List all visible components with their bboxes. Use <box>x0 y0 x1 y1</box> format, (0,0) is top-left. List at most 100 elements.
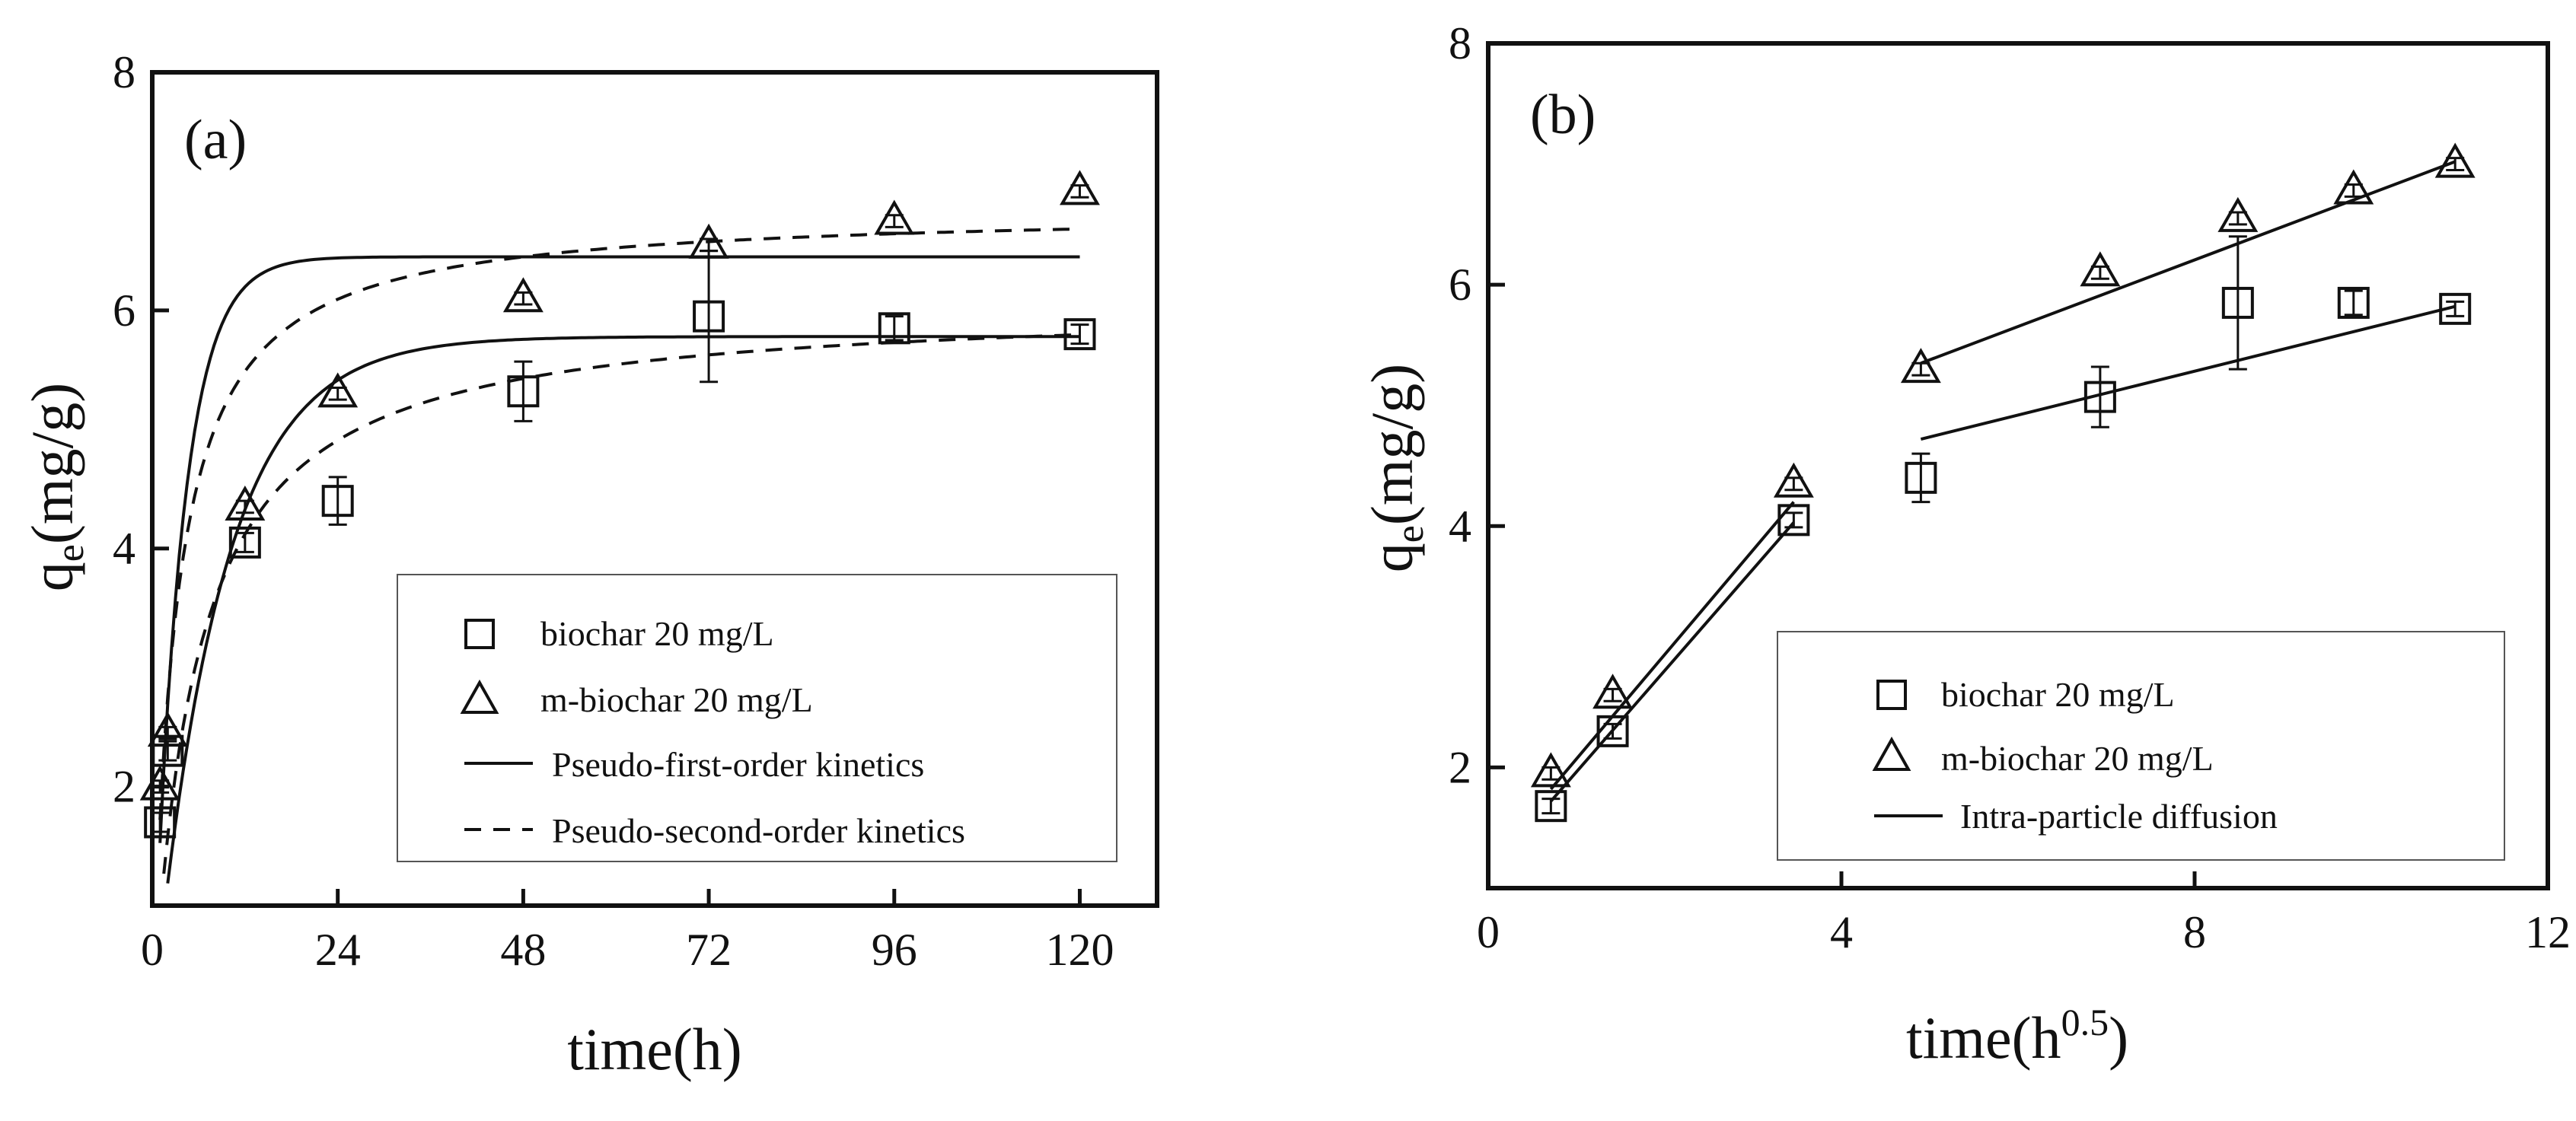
panel-a-point-m-biochar <box>1060 170 1100 205</box>
svg-text:qe(mg/g): qe(mg/g) <box>1359 364 1432 572</box>
panel-a-point-biochar <box>1063 318 1096 351</box>
panel-b-fit-line-curve <box>1549 521 1795 803</box>
panel-b-ticks: 0 4 8 12 2 4 6 8 <box>1449 18 2571 957</box>
panel-b-y-tick-label: 8 <box>1449 18 1471 68</box>
panel-a-legend-item-m-biochar: m-biochar 20 mg/L <box>540 680 813 719</box>
panel-b-y-axis-label: qe(mg/g) <box>1359 364 1432 572</box>
panel-b-error-bar <box>2344 289 2363 317</box>
panel-a-x-tick-label: 48 <box>500 925 546 975</box>
panel-a-fit-curves <box>158 227 1080 884</box>
panel-a-legend-item-biochar: biochar 20 mg/L <box>540 614 774 653</box>
panel-a-y-tick-label: 2 <box>113 762 135 812</box>
panel-a-fit-pfo-curve <box>158 255 1080 843</box>
panel-a-x-tick-label: 96 <box>872 925 917 975</box>
panel-a-x-tick-label: 120 <box>1045 925 1114 975</box>
panel-b-y-label-unit: (mg/g) <box>1359 364 1425 525</box>
panel-b-legend-triangle-icon <box>1872 736 1911 771</box>
panel-a-point-m-biochar <box>147 712 188 747</box>
panel-a-point-m-biochar <box>317 372 359 408</box>
panel-b-error-bar <box>2228 235 2247 371</box>
panel-b-fit-line-curve <box>1920 160 2456 365</box>
panel-a-point-m-biochar <box>874 199 915 235</box>
panel-b-point-biochar <box>1596 715 1629 747</box>
panel-b-error-bar <box>2446 300 2465 317</box>
panel-a-x-tick-label: 24 <box>315 925 361 975</box>
panel-a-legend-box <box>397 574 1117 862</box>
panel-a-error-bar <box>1070 323 1089 346</box>
panel-b-y-tick-label: 4 <box>1449 501 1471 551</box>
panel-a-point-m-biochar <box>688 223 729 259</box>
panel-a-x-tick-label: 72 <box>686 925 732 975</box>
panel-a-y-tick-label: 8 <box>113 47 135 97</box>
panel-a-legend-item-pso: Pseudo-second-order kinetics <box>552 811 965 850</box>
panel-a-point-biochar <box>507 375 540 408</box>
panel-a-y-label-q: q <box>19 562 85 591</box>
panel-a-fit-pso-curve <box>158 227 1080 820</box>
panel-b-point-biochar <box>2083 381 2116 413</box>
panel-a-data-points <box>139 170 1100 839</box>
panel-a-error-bar <box>151 811 170 833</box>
panel-b-error-bar <box>1784 511 1803 529</box>
panel-a-label: (a) <box>184 109 247 171</box>
panel-a-y-axis-label: qe(mg/g) <box>19 383 92 591</box>
panel-b-point-m-biochar <box>2080 251 2121 287</box>
panel-b-x-label-end: ) <box>2109 1005 2128 1071</box>
panel-b-label: (b) <box>1530 84 1596 146</box>
panel-b-frame <box>1486 41 2550 890</box>
panel-a-point-m-biochar <box>225 485 266 521</box>
panel-b-point-m-biochar <box>2434 142 2476 178</box>
panel-b-point-biochar <box>1535 790 1567 823</box>
panel-b-fit-line-curve <box>1549 501 1795 791</box>
panel-a-fit-pso-curve <box>162 333 1080 874</box>
panel-a-point-m-biochar <box>139 765 180 801</box>
panel-a-error-bar <box>885 315 904 342</box>
panel-b-x-label-sup: 0.5 <box>2061 1001 2109 1043</box>
panel-a-point-biochar <box>321 485 354 518</box>
panel-b-point-biochar <box>2337 286 2370 319</box>
panel-b-y-tick-label: 6 <box>1449 260 1471 310</box>
panel-b-x-axis-label: time(h0.5) <box>1906 1001 2128 1071</box>
panel-b-legend-item-m-biochar: m-biochar 20 mg/L <box>1941 739 2214 778</box>
panel-a-error-bar <box>700 250 719 384</box>
panel-b-legend-square-icon <box>1876 680 1907 710</box>
panel-b-error-bar <box>1541 798 1561 815</box>
panel-b-point-m-biochar <box>1530 752 1571 788</box>
panel-a-legend-item-pfo: Pseudo-first-order kinetics <box>552 745 924 784</box>
panel-a-y-tick-label: 4 <box>113 524 135 574</box>
panel-b-point-biochar <box>1777 504 1810 537</box>
panel-b-legend-item-ipd: Intra-particle diffusion <box>1960 797 2278 836</box>
panel-b-point-m-biochar <box>1773 462 1814 498</box>
panel-a-point-biochar <box>228 526 261 559</box>
panel-b-error-bar <box>1603 722 1622 740</box>
panel-b-fit-line-curve <box>1920 304 2456 441</box>
panel-b-error-bar <box>1911 452 1930 504</box>
panel-b-x-label-main: time(h <box>1906 1005 2061 1071</box>
panel-b-point-biochar <box>2439 292 2472 325</box>
panel-b-y-label-sub: e <box>1388 525 1432 543</box>
panel-b-point-m-biochar <box>1592 674 1634 709</box>
panel-a-point-biochar <box>144 806 177 839</box>
panel-b-x-tick-label: 8 <box>2183 907 2206 957</box>
panel-b-legend: biochar 20 mg/L m-biochar 20 mg/L Intra-… <box>1777 631 2505 861</box>
panel-b-point-m-biochar <box>2333 169 2374 205</box>
panel-a-legend: biochar 20 mg/L m-biochar 20 mg/L Pseudo… <box>397 574 1117 862</box>
panel-a-frame <box>150 70 1159 908</box>
panel-a-point-m-biochar <box>502 277 544 313</box>
panel-a-error-bar <box>514 360 533 422</box>
panel-a-y-label-sub: e <box>49 544 92 562</box>
panel-a-fit-pfo-curve <box>166 335 1080 884</box>
panel-b-x-tick-label: 0 <box>1477 907 1500 957</box>
panel-b-point-biochar <box>2221 286 2254 319</box>
panel-a-y-tick-label: 6 <box>113 285 135 336</box>
panel-a-point-biochar <box>693 300 725 333</box>
panel-a-y-label-unit: (mg/g) <box>19 383 85 544</box>
panel-b-legend-box <box>1777 631 2505 861</box>
panel-b: (b) 0 4 8 12 2 4 6 8 time(h0.5) qe(mg/g) biocha… <box>1359 18 2571 1071</box>
panel-a-legend-triangle-icon <box>460 679 499 714</box>
panel-b-y-label-q: q <box>1359 543 1425 572</box>
panel-b-legend-item-biochar: biochar 20 mg/L <box>1941 675 2175 714</box>
panel-a-legend-square-icon <box>464 619 495 649</box>
